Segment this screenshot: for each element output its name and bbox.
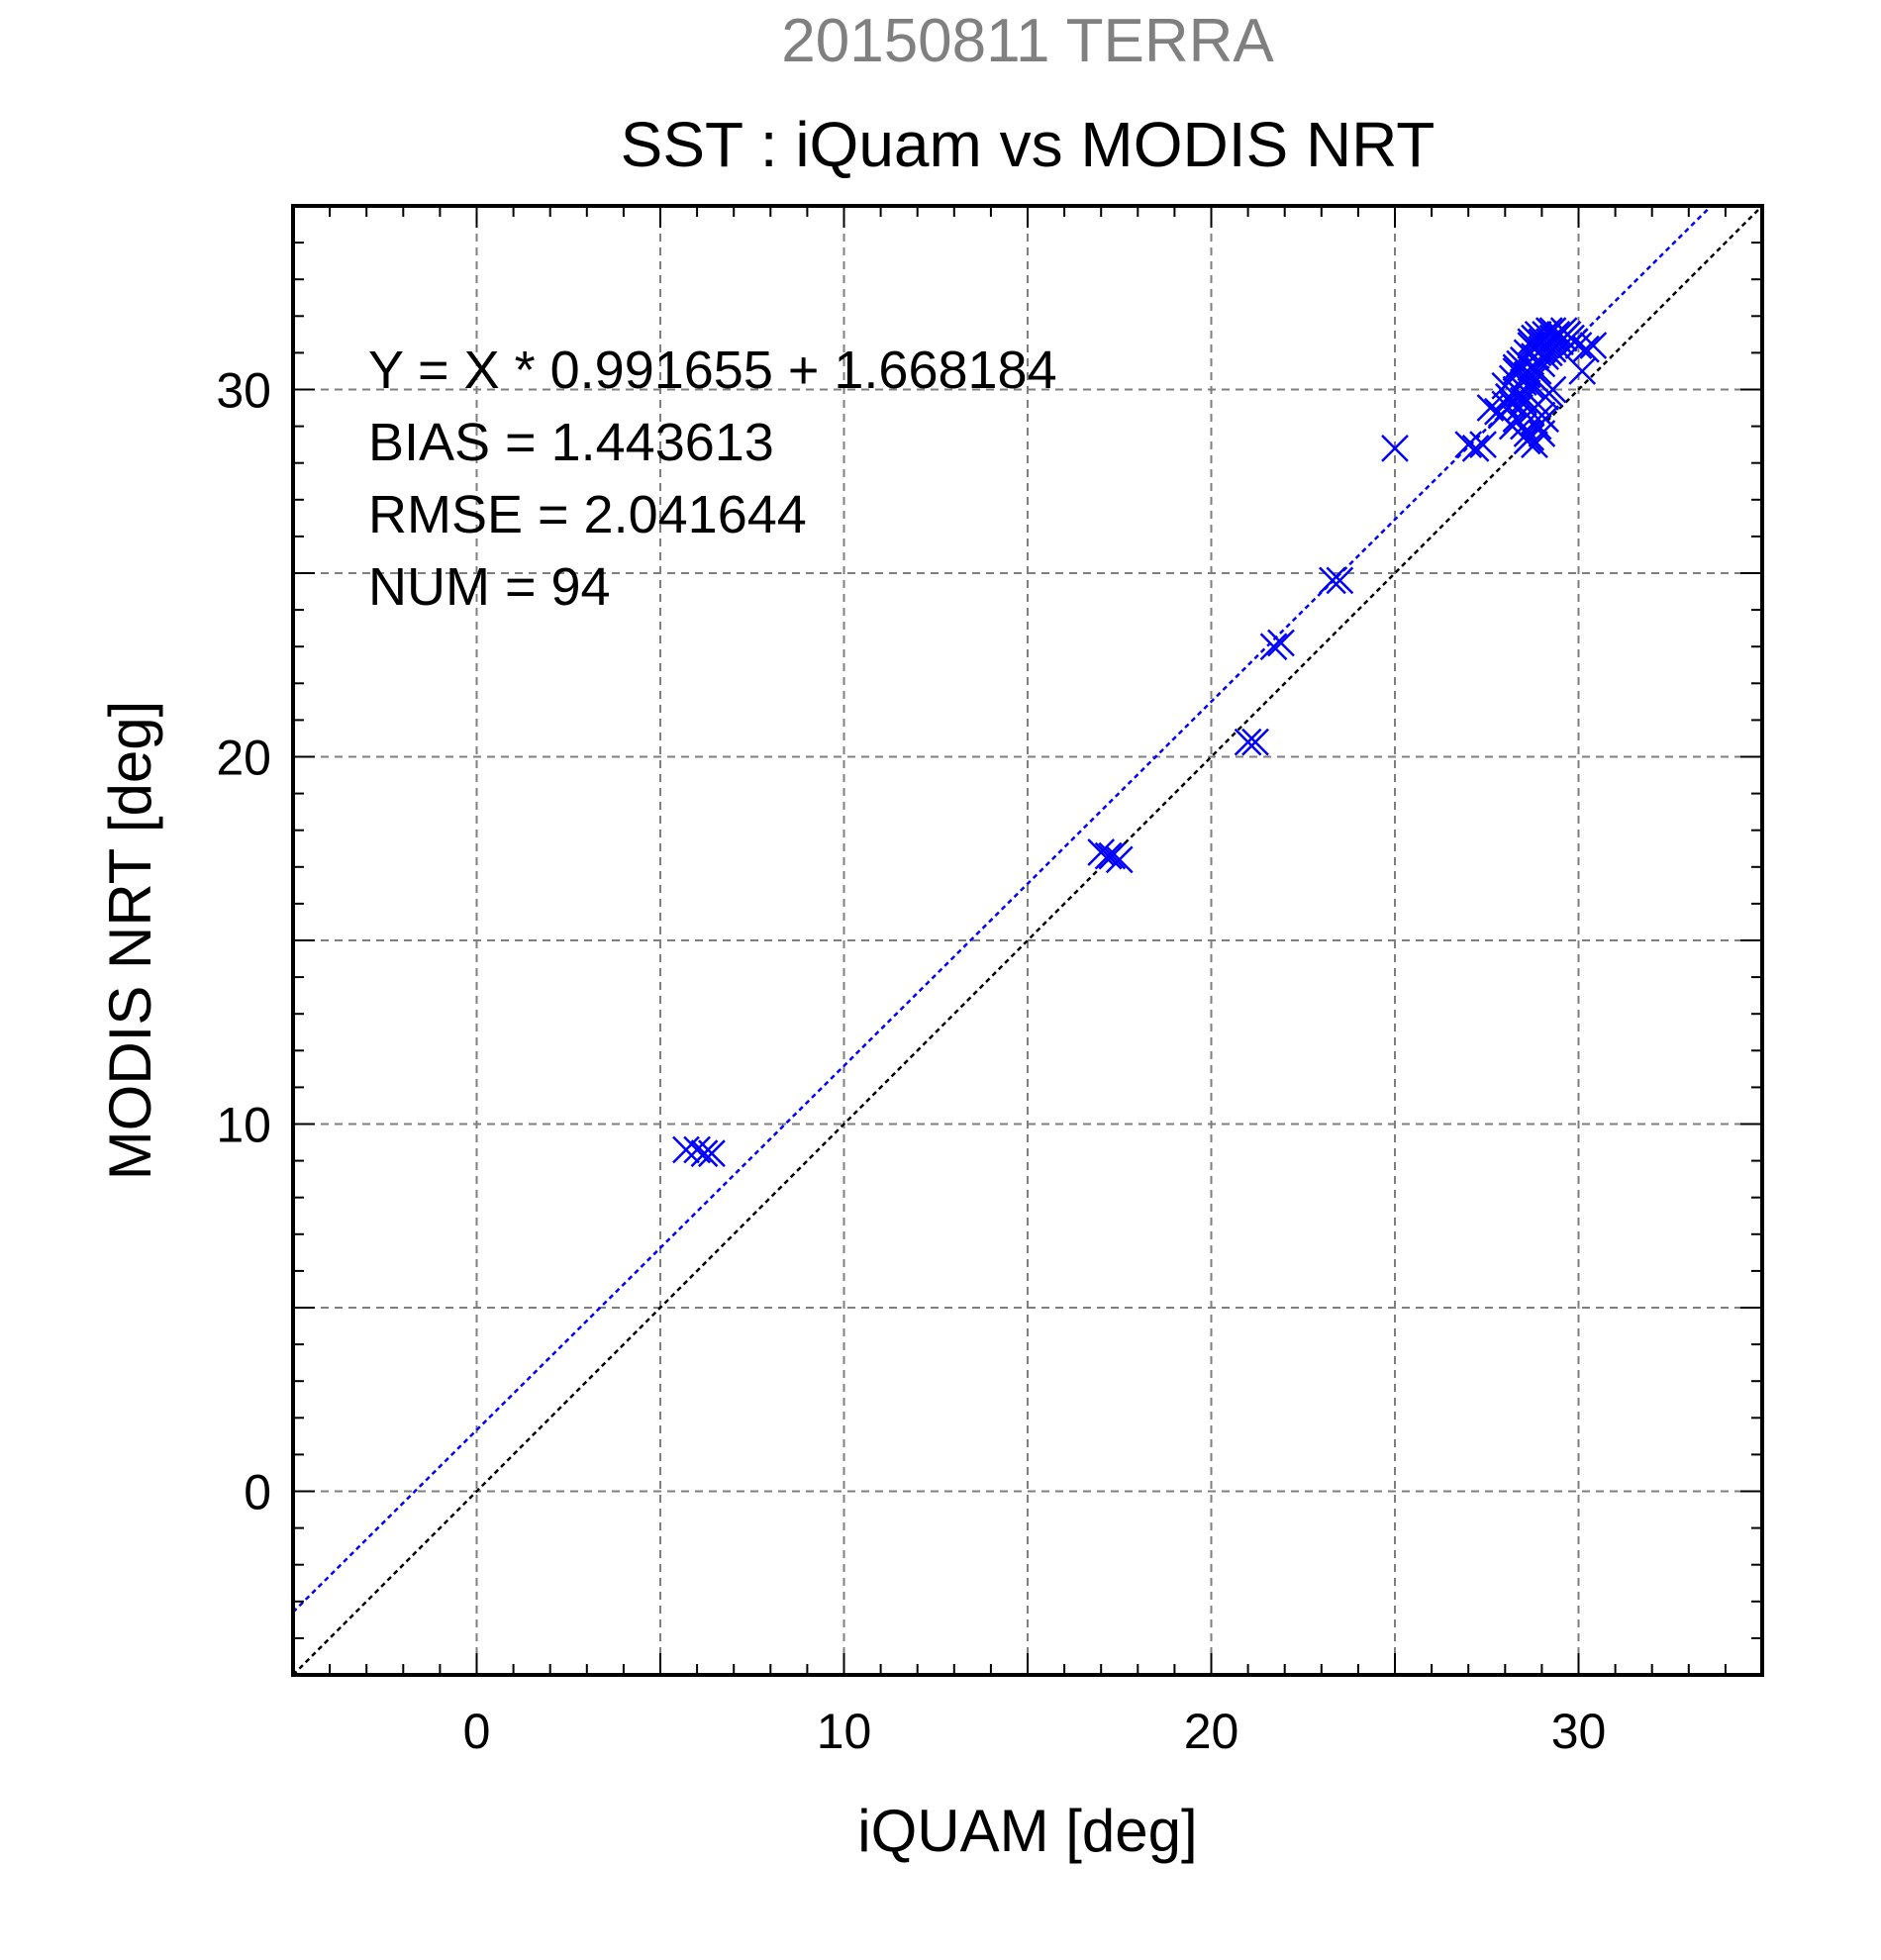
data-point [690, 1139, 719, 1168]
data-point [1553, 320, 1582, 348]
data-point [1469, 431, 1497, 459]
chart-suptitle: 20150811 TERRA [781, 7, 1274, 75]
data-point [1087, 838, 1116, 866]
data-point [1491, 390, 1520, 419]
data-point [1495, 383, 1523, 411]
data-point [1461, 434, 1490, 462]
y-tick-label: 30 [216, 363, 271, 419]
data-point [1326, 566, 1354, 595]
data-point [1098, 841, 1127, 870]
x-tick-label: 10 [817, 1704, 872, 1759]
data-point [1521, 364, 1548, 393]
x-axis-label: iQUAM [deg] [857, 1798, 1197, 1864]
data-point [1454, 431, 1483, 459]
data-point [1319, 566, 1346, 595]
y-tick-label: 0 [244, 1465, 271, 1520]
data-point [698, 1139, 726, 1168]
x-tick-label: 20 [1184, 1704, 1239, 1759]
stat-regression: Y = X * 0.991655 + 1.668184 [368, 341, 1057, 400]
grid-lines [293, 206, 1762, 1675]
data-point [1267, 629, 1295, 657]
x-tick-labels: 0 10 20 30 [463, 1704, 1607, 1759]
y-axis-label: MODIS NRT [deg] [97, 701, 163, 1181]
data-point [1513, 379, 1541, 408]
stat-num: NUM = 94 [368, 557, 611, 617]
axis-ticks [292, 205, 1763, 1676]
data-point [1579, 332, 1608, 359]
chart-title: SST : iQuam vs MODIS NRT [621, 109, 1436, 180]
data-point [1517, 371, 1545, 400]
data-point [1234, 728, 1262, 756]
data-point [1094, 841, 1123, 870]
x-tick-label: 30 [1551, 1704, 1607, 1759]
data-point [1381, 434, 1409, 462]
data-points [672, 317, 1608, 1168]
y-tick-label: 10 [216, 1098, 271, 1153]
y-tick-labels: 0 10 20 30 [216, 363, 271, 1520]
data-point [1502, 353, 1531, 382]
data-point [1528, 401, 1556, 430]
data-point [1568, 357, 1597, 385]
data-point [1241, 728, 1269, 756]
y-tick-label: 20 [216, 731, 271, 786]
data-point [1517, 328, 1545, 356]
stat-bias: BIAS = 1.443613 [368, 413, 774, 472]
stats-box: Y = X * 0.991655 + 1.668184 BIAS = 1.443… [368, 341, 1057, 617]
data-point [672, 1135, 700, 1164]
data-point [1105, 845, 1134, 874]
stat-rmse: RMSE = 2.041644 [368, 485, 807, 544]
data-point [1259, 633, 1288, 661]
data-point [1487, 401, 1516, 430]
x-tick-label: 0 [463, 1704, 491, 1759]
